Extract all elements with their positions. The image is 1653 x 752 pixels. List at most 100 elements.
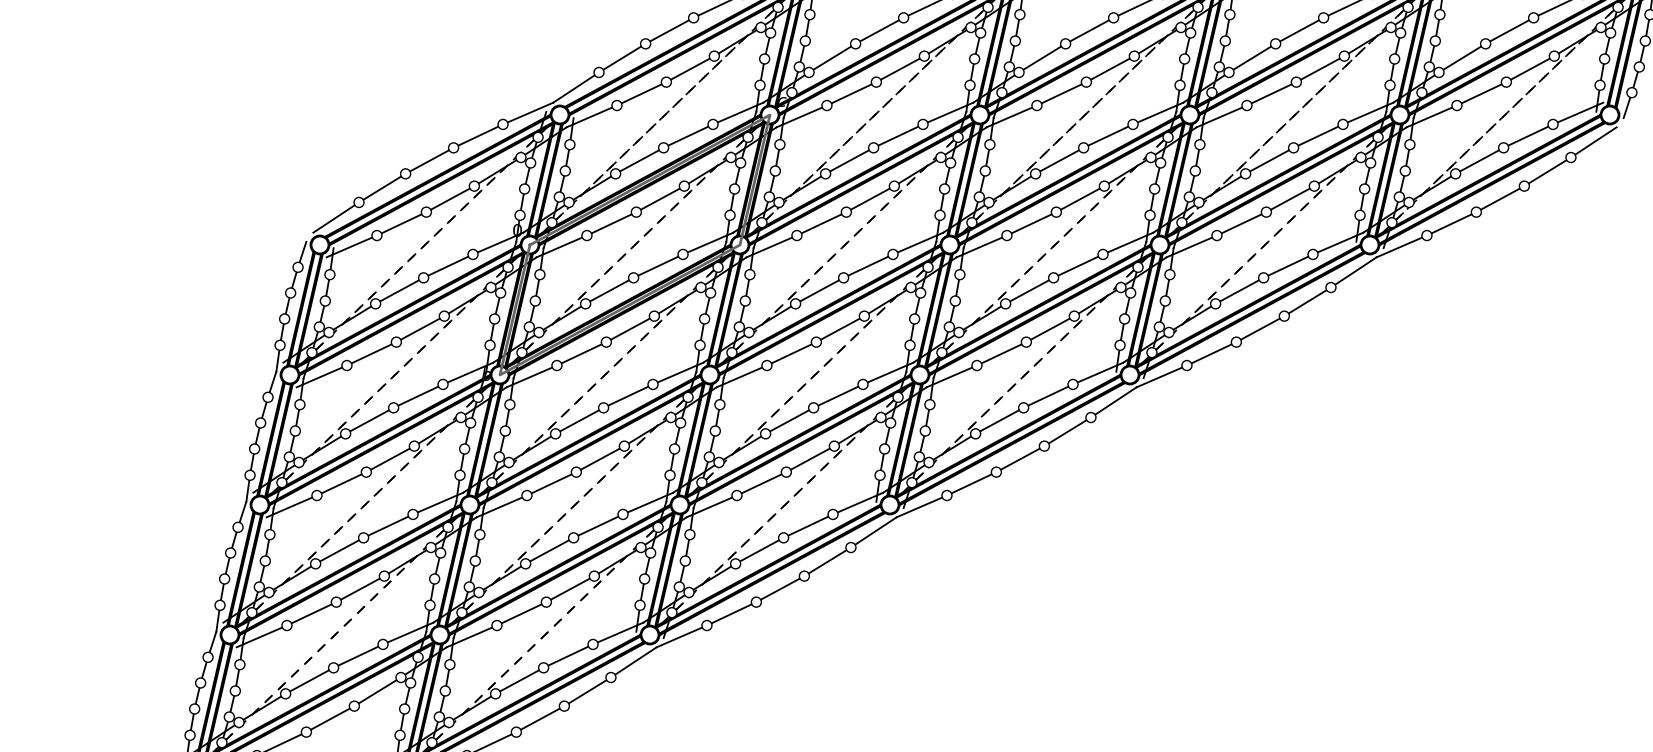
Circle shape <box>812 337 822 347</box>
Circle shape <box>984 2 993 12</box>
Circle shape <box>445 660 455 670</box>
Circle shape <box>293 262 302 272</box>
Circle shape <box>879 444 889 454</box>
Circle shape <box>225 712 235 722</box>
Circle shape <box>707 120 717 129</box>
Circle shape <box>418 273 428 283</box>
Circle shape <box>967 217 977 228</box>
Circle shape <box>871 77 881 87</box>
Circle shape <box>349 701 359 711</box>
Circle shape <box>550 106 569 124</box>
Circle shape <box>526 158 536 168</box>
Circle shape <box>635 600 645 611</box>
Circle shape <box>602 337 612 347</box>
Circle shape <box>294 399 304 410</box>
Circle shape <box>926 399 936 410</box>
Circle shape <box>942 490 952 501</box>
Circle shape <box>460 444 469 454</box>
Circle shape <box>970 106 988 124</box>
Circle shape <box>590 572 600 581</box>
Circle shape <box>1405 140 1415 150</box>
Circle shape <box>1645 10 1653 20</box>
Circle shape <box>464 582 474 592</box>
Circle shape <box>1000 299 1010 309</box>
Circle shape <box>641 626 660 644</box>
Circle shape <box>775 140 785 150</box>
Circle shape <box>521 559 531 569</box>
Circle shape <box>765 28 775 38</box>
Circle shape <box>711 426 721 436</box>
Circle shape <box>397 672 407 683</box>
Circle shape <box>666 413 676 423</box>
Circle shape <box>1165 270 1175 280</box>
Circle shape <box>235 717 245 727</box>
Circle shape <box>1013 68 1025 77</box>
Circle shape <box>392 337 402 347</box>
Circle shape <box>471 556 481 566</box>
Circle shape <box>636 542 646 553</box>
Circle shape <box>264 587 274 597</box>
Circle shape <box>281 689 291 699</box>
Circle shape <box>1164 132 1174 142</box>
Circle shape <box>774 2 784 12</box>
Circle shape <box>658 143 668 153</box>
Circle shape <box>440 686 450 696</box>
Circle shape <box>676 418 686 428</box>
Circle shape <box>607 672 617 683</box>
Circle shape <box>1385 80 1395 90</box>
Circle shape <box>569 533 579 543</box>
Circle shape <box>1613 2 1623 12</box>
Circle shape <box>941 236 959 254</box>
Circle shape <box>215 600 225 611</box>
Circle shape <box>1215 62 1225 72</box>
Circle shape <box>203 652 213 663</box>
Circle shape <box>1175 80 1185 90</box>
Circle shape <box>674 582 684 592</box>
Circle shape <box>522 490 532 501</box>
Circle shape <box>1190 166 1200 176</box>
Circle shape <box>521 236 539 254</box>
Circle shape <box>937 347 947 358</box>
Circle shape <box>1150 236 1169 254</box>
Circle shape <box>970 54 980 64</box>
Circle shape <box>1086 413 1096 423</box>
Circle shape <box>808 403 818 413</box>
Circle shape <box>1261 207 1271 217</box>
Circle shape <box>860 311 869 321</box>
Circle shape <box>311 559 321 569</box>
Circle shape <box>466 418 476 428</box>
Circle shape <box>519 184 529 194</box>
Circle shape <box>534 327 544 338</box>
Circle shape <box>1184 192 1195 202</box>
Text: c: c <box>775 93 785 111</box>
Circle shape <box>919 51 929 61</box>
Circle shape <box>787 88 797 98</box>
Circle shape <box>233 523 243 532</box>
Circle shape <box>531 296 541 306</box>
Circle shape <box>438 380 448 390</box>
Circle shape <box>970 429 980 439</box>
Circle shape <box>230 686 240 696</box>
Circle shape <box>703 620 712 630</box>
Circle shape <box>975 28 985 38</box>
Circle shape <box>909 314 919 324</box>
Circle shape <box>939 184 950 194</box>
Circle shape <box>992 467 1002 478</box>
Circle shape <box>251 750 261 752</box>
Circle shape <box>1365 158 1375 168</box>
Circle shape <box>914 452 924 462</box>
Circle shape <box>1098 250 1108 259</box>
Circle shape <box>217 738 226 747</box>
Circle shape <box>1109 13 1119 23</box>
Circle shape <box>731 236 749 254</box>
Circle shape <box>473 393 483 402</box>
Circle shape <box>1309 181 1319 191</box>
Circle shape <box>1022 337 1031 347</box>
Circle shape <box>795 62 805 72</box>
Circle shape <box>504 457 514 468</box>
Circle shape <box>1185 28 1195 38</box>
Circle shape <box>1068 380 1078 390</box>
Circle shape <box>822 101 831 111</box>
Circle shape <box>936 153 946 162</box>
Circle shape <box>757 217 767 228</box>
